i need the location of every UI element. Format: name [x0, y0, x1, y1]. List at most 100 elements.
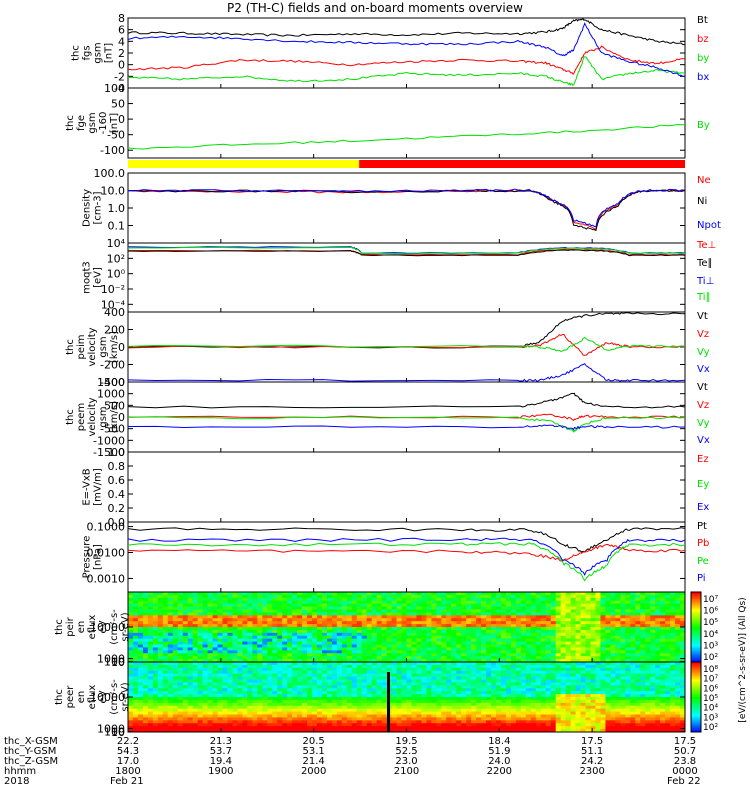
spectrogram-cell: [670, 653, 676, 657]
spectrogram-cell: [137, 621, 144, 625]
spectrogram-cell: [391, 699, 397, 704]
spectrogram-cell: [446, 685, 452, 689]
y-axis-label: [eV]: [93, 267, 104, 288]
spectrogram-cell: [436, 673, 442, 677]
spectrogram-cell: [491, 615, 497, 619]
spectrogram-cell: [645, 615, 651, 619]
y-tick-label: 4: [118, 35, 125, 48]
spectrogram-cell: [610, 609, 616, 613]
spectrogram-cell: [476, 694, 482, 698]
spectrogram-cell: [167, 624, 174, 628]
spectrogram-cell: [461, 691, 467, 695]
spectrogram-cell: [670, 592, 676, 596]
spectrogram-cell: [326, 705, 333, 710]
spectrogram-cell: [585, 647, 591, 651]
spectrogram-cell: [336, 621, 343, 625]
spectrogram-cell: [530, 629, 537, 634]
spectrogram-cell: [655, 662, 661, 666]
spectrogram-cell: [321, 664, 328, 669]
panel-frame: [127, 172, 686, 244]
spectrogram-cell: [207, 670, 213, 675]
spectrogram-cell: [645, 711, 651, 715]
spectrogram-cell: [167, 662, 174, 666]
spectrogram-cell: [292, 644, 298, 648]
spectrogram-cell: [505, 676, 512, 680]
spectrogram-cell: [431, 624, 437, 628]
spectrogram-cell: [680, 650, 686, 654]
spectrogram-cell: [381, 670, 388, 675]
spectrogram-cell: [361, 682, 368, 686]
spectrogram-cell: [436, 697, 442, 701]
spectrogram-cell: [640, 600, 646, 605]
spectrogram-cell: [680, 656, 686, 660]
spectrogram-cell: [575, 609, 581, 613]
spectrogram-cell: [505, 694, 512, 698]
spectrogram-cell: [212, 606, 218, 610]
spectrogram-cell: [645, 603, 651, 607]
spectrogram-cell: [640, 612, 646, 616]
spectrogram-cell: [147, 676, 154, 680]
spectrogram-cell: [401, 702, 407, 707]
spectrogram-cell: [486, 682, 492, 686]
spectrogram-cell: [545, 638, 552, 642]
spectrogram-cell: [177, 697, 184, 701]
spectrogram-cell: [605, 627, 611, 631]
spectrogram-cell: [421, 627, 427, 631]
spectrogram-cell: [351, 638, 358, 642]
spectrogram-cell: [172, 627, 179, 631]
spectrogram-cell: [580, 702, 586, 707]
legend-entry: By: [697, 120, 710, 131]
spectrogram-cell: [466, 618, 472, 622]
spectrogram-cell: [152, 615, 159, 619]
spectrogram-cell: [411, 653, 417, 657]
spectrogram-cell: [456, 592, 462, 596]
spectrogram-cell: [232, 708, 238, 712]
spectrogram-cell: [466, 691, 472, 695]
spectrogram-cell: [620, 624, 626, 628]
spectrogram-cell: [282, 635, 288, 640]
spectrogram-cell: [600, 594, 606, 599]
spectrogram-cell: [307, 650, 313, 654]
spectrogram-cell: [217, 603, 223, 607]
y-tick-label: -1500: [93, 446, 125, 459]
spectrogram-cell: [510, 656, 517, 660]
spectrogram-cell: [227, 609, 233, 613]
spectrogram-cell: [500, 594, 507, 599]
spectrogram-cell: [486, 603, 492, 607]
spectrogram-cell: [202, 664, 208, 669]
spectrogram-cell: [575, 638, 581, 642]
spectrogram-cell: [282, 603, 288, 607]
spectrogram-cell: [302, 635, 308, 640]
spectrogram-cell: [376, 647, 383, 651]
spectrogram-cell: [510, 647, 517, 651]
spectrogram-cell: [550, 656, 557, 660]
spectrogram-cell: [252, 664, 258, 669]
spectrogram-cell: [336, 667, 343, 672]
spectrogram-cell: [182, 592, 189, 596]
spectrogram-cell: [177, 606, 184, 610]
spectrogram-cell: [307, 635, 313, 640]
spectrogram-cell: [595, 659, 601, 663]
spectrogram-cell: [307, 606, 313, 610]
spectrogram-cell: [277, 647, 283, 651]
spectrogram-cell: [665, 612, 671, 616]
spectrogram-cell: [366, 638, 373, 642]
y-tick-label: 0.1000: [87, 521, 126, 534]
spectrogram-cell: [680, 627, 686, 631]
spectrogram-cell: [292, 702, 298, 707]
spectrogram-cell: [496, 606, 502, 610]
spectrogram-cell: [670, 676, 676, 680]
spectrogram-cell: [575, 662, 581, 666]
spectrogram-cell: [426, 612, 432, 616]
spectrogram-cell: [262, 664, 268, 669]
spectrogram-cell: [307, 612, 313, 616]
spectrogram-cell: [520, 705, 527, 710]
spectrogram-cell: [605, 644, 611, 648]
spectrogram-cell: [376, 592, 383, 596]
spectrogram-cell: [595, 676, 601, 680]
spectrogram-cell: [247, 635, 253, 640]
spectrogram-cell: [476, 705, 482, 710]
spectrogram-cell: [610, 600, 616, 605]
spectrogram-cell: [207, 638, 213, 642]
spectrogram-cell: [620, 647, 626, 651]
